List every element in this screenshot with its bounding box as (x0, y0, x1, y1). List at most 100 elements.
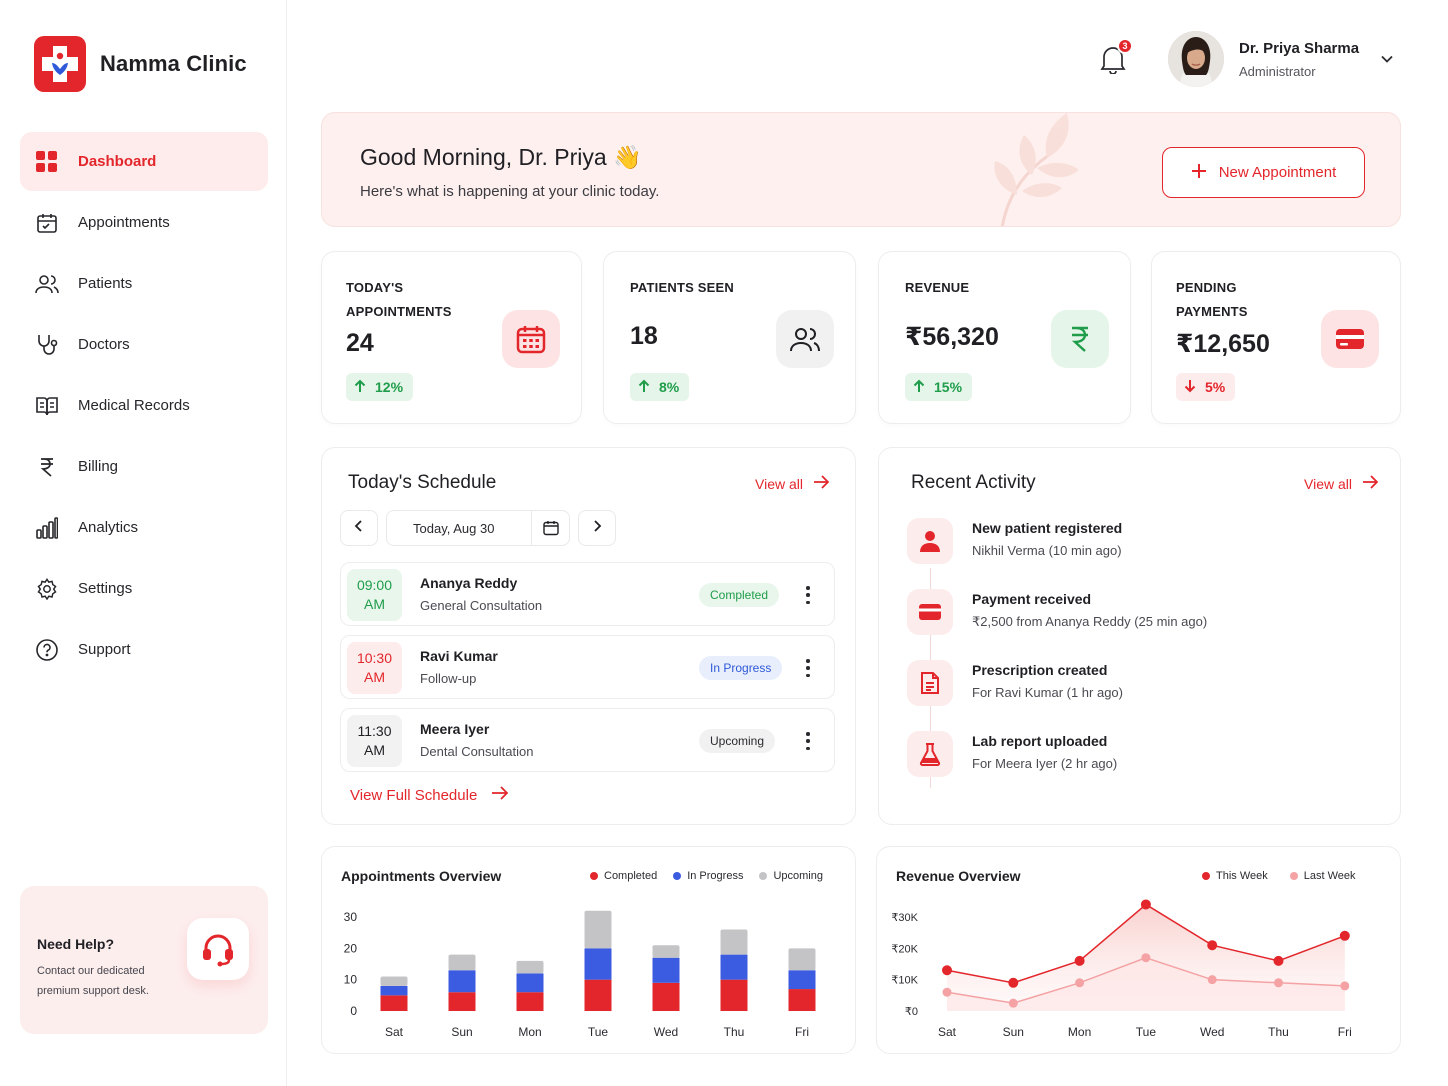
bar-segment (584, 979, 612, 1011)
activity-item[interactable]: New patient registered Nikhil Verma (10 … (907, 518, 1387, 574)
schedule-view-all-link[interactable]: View all (755, 475, 830, 492)
last-week-point (1141, 953, 1151, 963)
calendar-icon[interactable] (531, 510, 569, 546)
schedule-panel: Today's Schedule View all Today, Aug 30 … (321, 447, 856, 825)
schedule-row[interactable]: 11:30 AM Meera Iyer Dental Consultation U… (340, 708, 835, 772)
x-tick-label: Thu (1268, 1025, 1289, 1039)
arrow-up-icon (638, 379, 650, 396)
sidebar-item-patients[interactable]: Patients (20, 254, 268, 313)
leaf-decoration-icon (942, 113, 1102, 226)
user-menu[interactable]: Dr. Priya Sharma Administrator (1168, 31, 1359, 87)
book-icon (35, 394, 59, 418)
activity-item[interactable]: Prescription created For Ravi Kumar (1 h… (907, 660, 1387, 716)
headset-icon[interactable] (187, 918, 249, 980)
activity-title: Lab report uploaded (972, 733, 1108, 749)
this-week-point (1140, 899, 1151, 910)
bar-segment (380, 976, 408, 986)
bar-segment (516, 960, 544, 974)
arrow-down-icon (1184, 379, 1196, 396)
more-options-icon[interactable] (802, 583, 814, 607)
stat-card-revenue[interactable]: REVENUE ₹56,320 15% (878, 251, 1131, 424)
greeting-subtitle: Here's what is happening at your clinic … (360, 183, 660, 200)
patient-name: Ravi Kumar (420, 648, 498, 664)
status-badge: In Progress (699, 656, 783, 680)
user-name: Dr. Priya Sharma (1239, 39, 1360, 57)
card-icon (907, 589, 953, 635)
date-picker[interactable]: Today, Aug 30 (386, 510, 570, 546)
chart-legend: This Week Last Week (1202, 870, 1356, 882)
next-day-button[interactable] (578, 510, 616, 546)
sidebar-item-settings[interactable]: Settings (20, 559, 268, 618)
x-tick-label: Fri (1338, 1025, 1352, 1039)
bar-segment (720, 979, 748, 1011)
patient-name: Ananya Reddy (420, 575, 518, 591)
more-options-icon[interactable] (802, 729, 814, 753)
appointment-time: 10:30 AM (347, 642, 402, 694)
sidebar-item-label: Medical Records (78, 397, 190, 414)
sidebar-item-analytics[interactable]: Analytics (20, 498, 268, 557)
chart-title: Revenue Overview (896, 868, 1021, 884)
prev-day-button[interactable] (340, 510, 378, 546)
bar-segment (380, 995, 408, 1011)
brand-name: Namma Clinic (100, 51, 247, 76)
help-circle-icon (35, 638, 59, 662)
stat-card-appointments[interactable]: TODAY'S APPOINTMENTS 24 12% (321, 251, 582, 424)
arrow-right-icon (491, 786, 509, 804)
last-week-point (1274, 978, 1283, 988)
stat-card-pending-payments[interactable]: PENDING PAYMENTS ₹12,650 5% (1151, 251, 1401, 424)
sidebar-item-support[interactable]: Support (20, 620, 268, 679)
bar-segment (448, 954, 476, 971)
x-tick-label: Tue (588, 1025, 609, 1039)
activity-view-all-link[interactable]: View all (1304, 475, 1379, 492)
brand[interactable]: Namma Clinic (34, 36, 247, 92)
last-week-point (1008, 998, 1018, 1008)
x-tick-label: Mon (518, 1025, 541, 1039)
stat-card-patients-seen[interactable]: PATIENTS SEEN 18 8% (603, 251, 856, 424)
legend-item: This Week (1202, 870, 1268, 882)
this-week-point (1074, 955, 1085, 966)
stat-label: PENDING PAYMENTS (1176, 280, 1248, 319)
sidebar-item-medical-records[interactable]: Medical Records (20, 376, 268, 435)
status-badge: Upcoming (699, 729, 776, 753)
last-week-area (947, 957, 1345, 1011)
calendar-icon (35, 211, 59, 235)
view-full-schedule-link[interactable]: View Full Schedule (350, 786, 509, 804)
chevron-down-icon[interactable] (1380, 52, 1394, 66)
more-options-icon[interactable] (802, 656, 814, 680)
appointment-type: Dental Consultation (420, 744, 534, 759)
sidebar-item-billing[interactable]: Billing (20, 437, 268, 496)
y-tick-label: ₹0 (905, 1006, 918, 1018)
sidebar-item-appointments[interactable]: Appointments (20, 193, 268, 252)
help-card[interactable]: Need Help? Contact our dedicated premium… (20, 886, 268, 1034)
arrow-up-icon (354, 379, 366, 396)
schedule-row[interactable]: 10:30 AM Ravi Kumar Follow-up In Progress (340, 635, 835, 699)
date-label: Today, Aug 30 (413, 520, 495, 536)
schedule-row[interactable]: 09:00 AM Ananya Reddy General Consultatio… (340, 562, 835, 626)
last-week-point (1207, 975, 1217, 985)
rupee-icon (35, 455, 59, 479)
rupee-icon (1051, 310, 1109, 368)
sidebar-item-doctors[interactable]: Doctors (20, 315, 268, 374)
this-week-point (1207, 940, 1218, 951)
sidebar-item-label: Support (78, 641, 131, 658)
sidebar-item-label: Settings (78, 580, 133, 597)
new-appointment-button[interactable]: New Appointment (1162, 147, 1365, 198)
bar-segment (448, 992, 476, 1011)
new-appointment-label: New Appointment (1218, 164, 1337, 181)
bar-segment (380, 985, 408, 996)
y-tick-label: ₹30K (891, 912, 918, 924)
greeting-banner: Good Morning, Dr. Priya 👋 Here's what is… (321, 112, 1401, 227)
sidebar-item-dashboard[interactable]: Dashboard (20, 132, 268, 191)
y-tick-label: 10 (344, 973, 358, 987)
legend-item: Last Week (1289, 870, 1356, 882)
stat-value: 24 (346, 329, 374, 357)
dashboard-grid-icon (35, 150, 59, 174)
plus-icon (1191, 163, 1207, 183)
revenue-area-chart: ₹0 ₹10K ₹20K ₹30K Sat Sun Mon Tue Wed Thu Fri (891, 899, 1352, 1039)
activity-title: Prescription created (972, 662, 1108, 678)
notifications-button[interactable]: 3 (1100, 38, 1133, 75)
this-week-point (1273, 955, 1284, 966)
help-title: Need Help? (37, 936, 115, 952)
activity-item[interactable]: Payment received ₹2,500 from Ananya Redd… (907, 589, 1387, 645)
activity-item[interactable]: Lab report uploaded For Meera Iyer (2 hr… (907, 731, 1387, 787)
